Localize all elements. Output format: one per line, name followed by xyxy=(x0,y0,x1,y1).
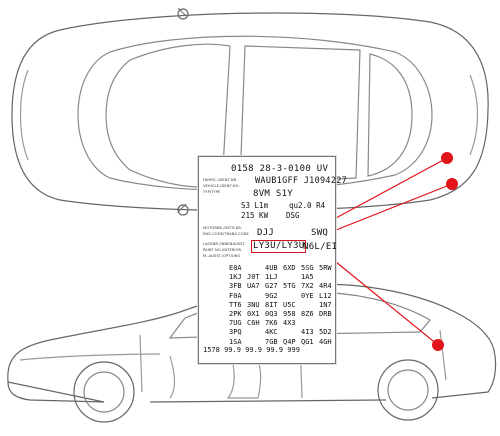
label-caption-chassis: FAHRG.-IDENT-NR. xyxy=(203,178,238,182)
label-gearbox: DSG xyxy=(286,211,300,220)
label-type-code: 8VM S1Y xyxy=(253,189,294,199)
option-code: 4R4 xyxy=(319,282,332,291)
option-code: 7UG xyxy=(229,319,242,328)
option-code xyxy=(283,292,301,300)
label-line-4a: S3 L1m xyxy=(241,201,269,210)
option-code: 1LJ xyxy=(265,273,278,282)
label-line-4b: qu2.0 R4 xyxy=(289,201,326,210)
top-view-car xyxy=(11,7,489,216)
options-row: E0A 4UB 6XD 5SG 5RW xyxy=(229,264,337,272)
label-line-1: 0158 28-3-0100 UV xyxy=(231,164,329,174)
option-code: 5D2 xyxy=(319,328,332,337)
option-code: 4UB xyxy=(265,264,278,272)
option-code: C6H xyxy=(247,319,260,328)
option-code: 0YE xyxy=(301,291,314,300)
location-marker-a xyxy=(441,152,453,164)
paint-code-highlight: LY3U/LY3U xyxy=(251,240,307,253)
label-caption-engine: MOTORKB./GETR.KB. xyxy=(203,226,243,230)
option-code: E0A xyxy=(229,264,242,272)
options-row: 3FB UA7 G27 5TG 7X2 4R4 xyxy=(229,282,337,290)
option-code xyxy=(247,292,265,300)
options-row: 1SA 7GB Q4P QG1 4GH xyxy=(229,338,337,346)
options-row: F0A 9G2 0YE L12 xyxy=(229,292,337,300)
option-code xyxy=(247,338,265,346)
option-code: 5SG xyxy=(301,264,314,272)
option-code: 1N7 xyxy=(319,300,332,309)
option-code xyxy=(301,301,319,309)
option-code: 1KJ xyxy=(229,273,242,282)
label-vin: WAUB1GFF J1094227 xyxy=(255,176,348,186)
side-view-car xyxy=(7,283,497,423)
option-code: 0Q3 xyxy=(265,310,278,318)
option-code: DRB xyxy=(319,310,332,318)
option-code: 1SA xyxy=(229,337,242,346)
option-code: 2PK xyxy=(229,310,242,318)
option-code xyxy=(319,319,337,327)
option-code: 6XD xyxy=(283,264,296,272)
label-caption-options: M.-AUSST./OPTIONS xyxy=(203,254,240,258)
option-code: 1A5 xyxy=(301,273,314,282)
option-code: UA7 xyxy=(247,282,260,291)
option-code: 0X1 xyxy=(247,310,260,318)
label-trans-code: SWQ xyxy=(311,228,329,238)
label-interior-code: N6L/EI xyxy=(303,242,338,252)
option-code: Q4P xyxy=(283,337,296,346)
option-code: 958 xyxy=(283,310,296,318)
option-code: 3FB xyxy=(229,282,242,291)
option-code: QG1 xyxy=(301,337,314,346)
option-code: G27 xyxy=(265,282,278,291)
option-code: 4I3 xyxy=(301,328,314,337)
option-code: TT6 xyxy=(229,300,242,309)
option-code: U5C xyxy=(283,300,296,309)
options-row: 1KJ J0T 1LJ 1A5 xyxy=(229,273,337,281)
options-row: 2PK 0X1 0Q3 958 8Z6 DRB xyxy=(229,310,337,318)
option-code: 7GB xyxy=(265,337,278,346)
option-code: 5TG xyxy=(283,282,296,291)
option-code xyxy=(283,328,301,336)
label-last-row: 1578 99.9 99.9 99.9 999 xyxy=(203,346,300,354)
label-caption-paint: LACKNR./INNENAUSST. xyxy=(203,242,246,246)
location-marker-b xyxy=(446,178,458,190)
option-code: 4X3 xyxy=(283,319,296,328)
option-code xyxy=(247,264,265,272)
option-code: J0T xyxy=(247,273,260,282)
leader-lines xyxy=(335,157,453,346)
options-row: TT6 3NU 8IT U5C 1N7 xyxy=(229,301,337,309)
option-code xyxy=(283,273,301,281)
location-marker-c xyxy=(432,339,444,351)
option-code: 8IT xyxy=(265,300,278,309)
option-code: 4GH xyxy=(319,337,332,346)
option-code: 4KC xyxy=(265,328,278,337)
option-code: 3PQ xyxy=(229,328,242,337)
option-code xyxy=(301,319,319,327)
label-caption-paint-en: PAINT NO./INTERIOR xyxy=(203,248,242,252)
label-power: 215 KW xyxy=(241,211,269,220)
option-code: 9G2 xyxy=(265,291,278,300)
label-caption-engine-en: ENG.CODE/TRANS.CODE xyxy=(203,232,249,236)
option-code: L12 xyxy=(319,291,332,300)
label-caption-vin: VEHICLE-IDENT-NO. xyxy=(203,184,240,188)
options-row: 7UG C6H 7K6 4X3 xyxy=(229,319,337,327)
option-code: F0A xyxy=(229,291,242,300)
option-code xyxy=(247,328,265,336)
option-code: 3NU xyxy=(247,300,260,309)
label-engine-code: DJJ xyxy=(257,228,275,238)
options-row: 3PQ 4KC 4I3 5D2 xyxy=(229,328,337,336)
label-caption-type: TYP/TYPE xyxy=(203,190,221,194)
option-code: 7K6 xyxy=(265,319,278,328)
option-code: 8Z6 xyxy=(301,310,314,318)
option-code: 5RW xyxy=(319,264,332,272)
option-code xyxy=(319,273,337,281)
vehicle-data-label: 0158 28-3-0100 UV WAUB1GFF J1094227 FAHR… xyxy=(198,156,347,364)
option-code: 7X2 xyxy=(301,282,314,291)
